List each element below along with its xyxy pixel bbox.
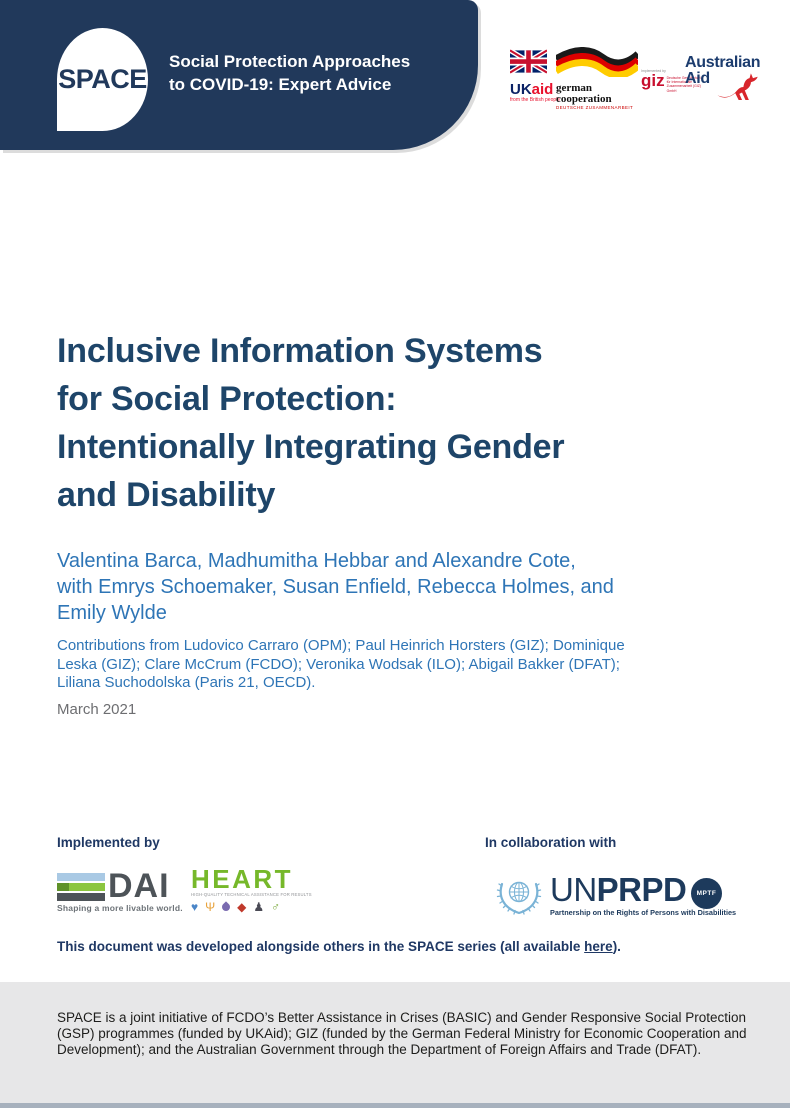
document-title: Inclusive Information Systems for Social… <box>57 332 565 514</box>
ukaid-aid: aid <box>531 81 554 98</box>
ukaid-logo: UKaid from the British people <box>508 48 570 103</box>
unprpd-wordmark: UNPRPD <box>550 871 687 908</box>
kangaroo-icon <box>717 73 758 100</box>
australian-aid-line2: Aid <box>685 70 710 87</box>
german-flag-ribbon-icon <box>554 47 641 79</box>
giz-wordmark: giz <box>641 71 665 90</box>
footer-panel: SPACE is a joint initiative of FCDO’s Be… <box>0 982 790 1108</box>
heart-logo: HEART HIGH-QUALITY TECHNICAL ASSISTANCE … <box>191 864 312 913</box>
giz-description: Deutsche Gesellschaft für Internationale… <box>666 76 701 93</box>
australian-aid-line1: Australian <box>685 54 761 71</box>
series-note-text: This document was developed alongside ot… <box>57 939 585 954</box>
gender-symbol-icon: ♂ <box>271 900 281 914</box>
heart-sector-icons: ♥ Ψ ◆ ♟ ♂ <box>191 901 303 913</box>
infant-icon: ♟ <box>253 900 265 914</box>
space-logo: SPACE <box>57 28 148 131</box>
series-note: This document was developed alongside ot… <box>57 939 621 954</box>
footer-initiative-text: SPACE is a joint initiative of FCDO’s Be… <box>57 1010 747 1057</box>
german-cooperation-wordmark: german cooperation <box>556 82 612 105</box>
german-cooperation-tagline: DEUTSCHE ZUSAMMENARBEIT <box>556 105 634 110</box>
ukaid-uk: UK <box>510 81 532 98</box>
dai-bars-icon <box>57 873 105 903</box>
heart-tagline: HIGH-QUALITY TECHNICAL ASSISTANCE FOR RE… <box>191 892 312 897</box>
german-cooperation-logo: german cooperation DEUTSCHE ZUSAMMENARBE… <box>554 47 641 110</box>
header-band: SPACE Social Protection Approaches to CO… <box>0 0 478 150</box>
series-note-closing: ). <box>612 939 621 954</box>
graduation-cap-icon: ◆ <box>237 900 247 914</box>
uk-flag-icon <box>508 48 549 75</box>
unprpd-un: UN <box>550 871 597 908</box>
authors: Valentina Barca, Madhumitha Hebbar and A… <box>57 550 614 624</box>
footer-bottom-strip <box>0 1103 790 1108</box>
australian-aid-logo: Australian Aid <box>685 54 785 100</box>
unprpd-prpd: PRPD <box>596 871 687 908</box>
series-link[interactable]: here <box>584 939 613 954</box>
mptf-badge: MPTF <box>691 878 722 909</box>
series-banner-title: Social Protection Approaches to COVID-19… <box>169 52 411 94</box>
unprpd-tagline: Partnership on the Rights of Persons wit… <box>550 908 737 917</box>
implemented-by-label: Implemented by <box>57 835 160 850</box>
in-collaboration-with-label: In collaboration with <box>485 835 617 850</box>
heart-wordmark: HEART <box>191 864 294 894</box>
contributions: Contributions from Ludovico Carraro (OPM… <box>57 637 625 691</box>
giz-logo: Implemented by giz Deutsche Gesellschaft… <box>641 69 701 93</box>
droplet-icon <box>220 901 232 913</box>
heart-health-icon: ♥ <box>191 900 199 914</box>
dai-wordmark: DAI <box>108 867 170 905</box>
ukaid-tagline: from the British people <box>510 97 561 103</box>
wheat-icon: Ψ <box>205 900 216 914</box>
publication-date: March 2021 <box>57 701 137 718</box>
space-logo-label: SPACE <box>58 64 147 94</box>
giz-label: Implemented by <box>641 69 666 73</box>
dai-logo: DAI <box>57 867 170 905</box>
un-emblem-icon <box>496 881 542 915</box>
ukaid-wordmark: UKaid <box>510 82 570 97</box>
dai-tagline: Shaping a more livable world. <box>57 903 183 913</box>
